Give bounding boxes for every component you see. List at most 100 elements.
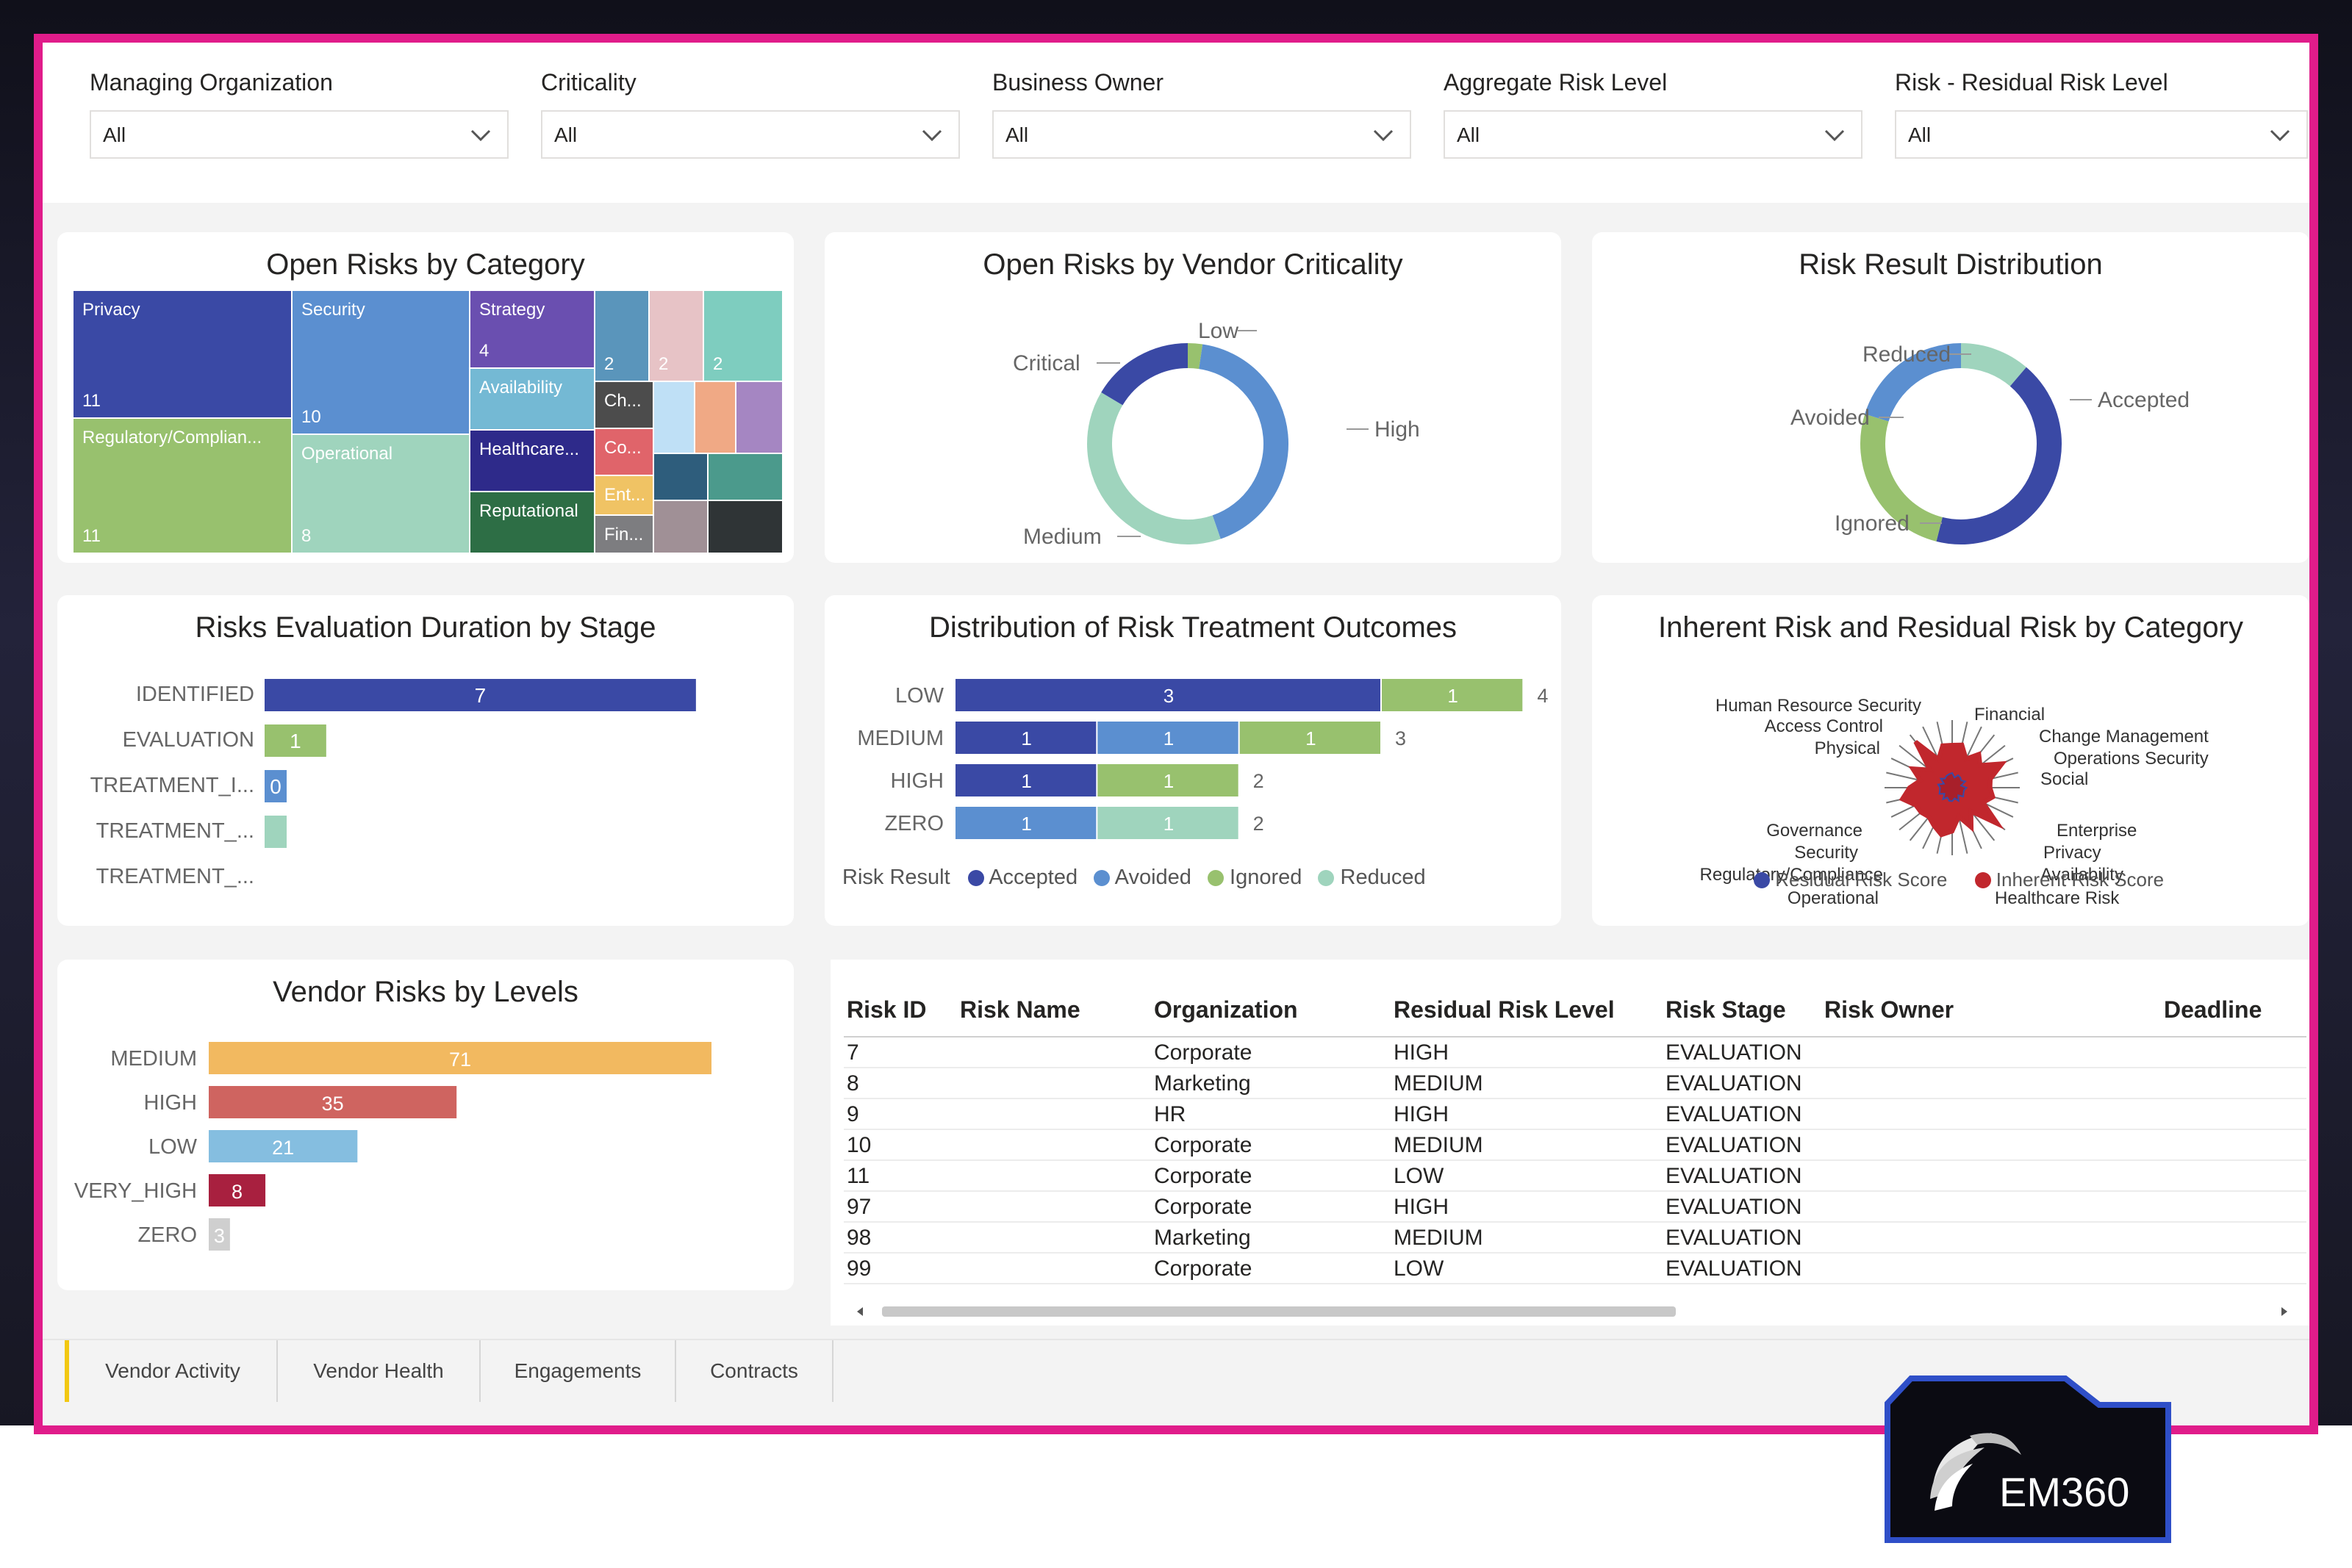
vendor-level-bar[interactable]: [209, 1086, 457, 1118]
treemap-tile[interactable]: Strategy 4: [470, 291, 594, 367]
stacked-segment-ignored[interactable]: [1382, 679, 1523, 711]
stacked-segment-reduced[interactable]: [1097, 807, 1238, 839]
stacked-segment-accepted[interactable]: [956, 764, 1097, 796]
table-row[interactable]: 11 Corporate LOW EVALUATION: [844, 1161, 2306, 1192]
treemap-tile[interactable]: Security 10: [293, 291, 469, 434]
treemap-tile[interactable]: 2: [704, 291, 782, 381]
column-header-risk-stage[interactable]: Risk Stage: [1666, 996, 1786, 1023]
treatment-legend: Risk Result Accepted Avoided Ignored Red…: [842, 866, 1426, 890]
column-header-deadline[interactable]: Deadline: [2164, 996, 2262, 1023]
treemap-tile[interactable]: [654, 454, 707, 500]
stacked-segment-avoided[interactable]: [1097, 722, 1238, 754]
filter-label: Managing Organization: [90, 69, 333, 96]
treemap-tile[interactable]: Regulatory/Complian... 11: [74, 419, 291, 553]
managing-organization-dropdown[interactable]: All: [90, 110, 509, 159]
tile-label: Ch...: [604, 391, 642, 411]
dropdown-value: All: [1457, 123, 1480, 146]
treemap-tile[interactable]: Ch...: [595, 382, 653, 428]
donut-slice-high[interactable]: [1198, 344, 1288, 539]
vendor-level-label: VERY_HIGH: [74, 1179, 197, 1203]
chevron-down-icon: [1824, 129, 1845, 142]
treemap-tile[interactable]: Reputational: [470, 492, 594, 553]
scrollbar-thumb[interactable]: [882, 1306, 1676, 1317]
dropdown-value: All: [1005, 123, 1029, 146]
table-row[interactable]: 98 Marketing MEDIUM EVALUATION: [844, 1223, 2306, 1254]
vendor-level-bar[interactable]: [209, 1042, 711, 1074]
tile-label: Privacy: [82, 300, 140, 320]
treatment-outcomes-stacked-bar-chart: LOW 3 1 4 MEDIUM 1 1 1 3 HIGH 1 1 2 ZERO 1 1 2: [857, 679, 1548, 839]
stacked-segment-accepted[interactable]: [956, 722, 1097, 754]
evaluation-duration-panel: Risks Evaluation Duration by Stage IDENT…: [57, 595, 794, 926]
treemap-tile[interactable]: 2: [650, 291, 703, 381]
legend-residual: Residual Risk Score: [1775, 868, 1948, 891]
donut-slice-reduced[interactable]: [1960, 343, 2026, 386]
residual-risk-level-dropdown[interactable]: All: [1895, 110, 2308, 159]
treemap-tile[interactable]: Co...: [595, 429, 653, 475]
dropdown-value: All: [1908, 123, 1932, 146]
stage-bar[interactable]: [265, 770, 287, 802]
legend-accepted: Accepted: [989, 866, 1078, 889]
legend-avoided: Avoided: [1114, 866, 1191, 889]
treemap-tile[interactable]: Privacy 11: [74, 291, 291, 417]
treemap-tile[interactable]: Operational 8: [293, 435, 469, 553]
table-row[interactable]: 99 Corporate LOW EVALUATION: [844, 1254, 2306, 1284]
column-header-risk-name[interactable]: Risk Name: [960, 996, 1080, 1023]
tab-vendor-health[interactable]: Vendor Health: [278, 1340, 481, 1402]
treemap-tile[interactable]: 2: [595, 291, 648, 381]
stacked-segment-accepted[interactable]: [956, 679, 1380, 711]
treemap-tile[interactable]: Healthcare...: [470, 431, 594, 491]
treemap-tile[interactable]: [709, 501, 782, 553]
vendor-level-bar[interactable]: [209, 1174, 266, 1206]
treemap-tile[interactable]: [654, 501, 707, 553]
treemap-tile[interactable]: [736, 382, 782, 453]
table-row[interactable]: 97 Corporate HIGH EVALUATION: [844, 1192, 2306, 1223]
treemap-tile[interactable]: Availability: [470, 369, 594, 429]
table-cell: HIGH: [1394, 1040, 1449, 1065]
treemap-tile[interactable]: Fin...: [595, 516, 653, 553]
treemap-tile[interactable]: [695, 382, 735, 453]
column-header-risk-owner[interactable]: Risk Owner: [1824, 996, 1954, 1023]
stacked-segment-avoided[interactable]: [956, 807, 1097, 839]
donut-slice-avoided[interactable]: [1865, 343, 1962, 422]
tab-engagements[interactable]: Engagements: [481, 1340, 676, 1402]
segment-value-label: 1: [1021, 813, 1031, 835]
tile-value: 11: [82, 526, 101, 546]
stage-bar[interactable]: [265, 679, 696, 711]
scroll-left-icon[interactable]: [857, 1307, 863, 1316]
outcome-level-label: LOW: [895, 684, 944, 708]
horizontal-scrollbar[interactable]: [853, 1303, 2293, 1320]
stacked-segment-ignored[interactable]: [1239, 722, 1380, 754]
donut-slice-medium[interactable]: [1087, 392, 1221, 544]
tab-contracts[interactable]: Contracts: [676, 1340, 833, 1402]
column-header-residual-risk-level[interactable]: Residual Risk Level: [1394, 996, 1615, 1023]
column-header-risk-id[interactable]: Risk ID: [847, 996, 927, 1023]
donut-slice-accepted[interactable]: [1936, 367, 2062, 544]
aggregate-risk-level-dropdown[interactable]: All: [1444, 110, 1862, 159]
column-header-organization[interactable]: Organization: [1154, 996, 1298, 1023]
legend-inherent: Inherent Risk Score: [1996, 868, 2165, 891]
bar-value-label: 7: [475, 684, 487, 707]
stacked-segment-ignored[interactable]: [1097, 764, 1238, 796]
treemap-tile[interactable]: [709, 454, 782, 500]
donut-slice-critical[interactable]: [1101, 343, 1188, 406]
stage-bar[interactable]: [265, 816, 287, 848]
treemap-tile[interactable]: Ent...: [595, 476, 653, 514]
table-row[interactable]: 8 Marketing MEDIUM EVALUATION: [844, 1068, 2306, 1099]
table-row[interactable]: 7 Corporate HIGH EVALUATION: [844, 1037, 2306, 1068]
total-label: 2: [1253, 813, 1264, 835]
tab-vendor-activity[interactable]: Vendor Activity: [65, 1340, 278, 1402]
table-cell: 11: [847, 1164, 870, 1188]
vendor-level-bar[interactable]: [209, 1218, 230, 1251]
tile-label: Co...: [604, 438, 642, 458]
business-owner-dropdown[interactable]: All: [992, 110, 1411, 159]
criticality-dropdown[interactable]: All: [541, 110, 960, 159]
scroll-right-icon[interactable]: [2281, 1307, 2287, 1316]
table-row[interactable]: 10 Corporate MEDIUM EVALUATION: [844, 1130, 2306, 1161]
treemap-tile[interactable]: [654, 382, 694, 453]
report-canvas: Managing Organization All Criticality Al…: [43, 43, 2309, 1425]
residual-risk-area[interactable]: [1937, 772, 1968, 802]
stage-bar[interactable]: [265, 724, 326, 757]
table-row[interactable]: 9 HR HIGH EVALUATION: [844, 1099, 2306, 1130]
segment-value-label: 1: [1021, 770, 1031, 792]
vendor-level-bar[interactable]: [209, 1130, 358, 1162]
